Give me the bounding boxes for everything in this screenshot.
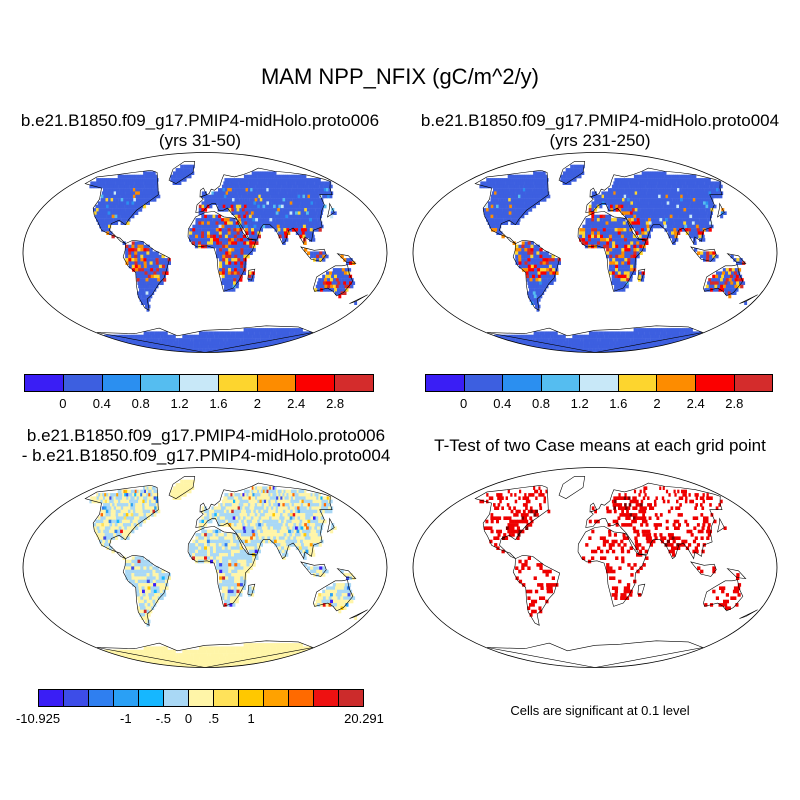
map-coastlines	[474, 476, 758, 668]
colorbar-cell	[335, 375, 374, 391]
colorbar-tick-label: 0.4	[92, 396, 111, 411]
panel1-title-line2: (yrs 31-50)	[158, 131, 242, 150]
map-border	[412, 467, 778, 668]
map-land-cells	[89, 164, 358, 353]
panel1-title-line1: b.e21.B1850.f09_g17.PMIP4-midHolo.proto0…	[20, 111, 380, 130]
colorbar-cell	[63, 375, 103, 391]
colorbar-tick-label: 2	[653, 396, 661, 411]
colorbar-tick-label: 0	[460, 396, 468, 411]
panel2-title-line2: (yrs 231-250)	[549, 131, 651, 150]
difference-colorbar	[38, 689, 364, 707]
colorbar-tick-label: 2.8	[326, 396, 345, 411]
colorbar-cell	[164, 690, 189, 706]
case2-map	[412, 152, 778, 353]
colorbar-cell	[264, 690, 289, 706]
map-land-cells	[479, 486, 742, 617]
colorbar-cell	[64, 690, 89, 706]
colorbar-cell	[39, 690, 64, 706]
panel4-title-line1: T-Test of two Case means at each grid po…	[434, 436, 766, 455]
colorbar-cell	[218, 375, 258, 391]
ttest-significance-map	[412, 467, 778, 668]
map-coastlines	[84, 161, 368, 353]
map-border	[412, 152, 778, 353]
panel4-title: T-Test of two Case means at each grid po…	[400, 436, 800, 456]
colorbar-cell	[503, 375, 542, 391]
colorbar-cell	[89, 690, 114, 706]
case1-map	[22, 152, 388, 353]
difference-map	[22, 467, 388, 668]
colorbar-cell	[214, 690, 239, 706]
colorbar-cell	[580, 375, 619, 391]
map-ocean	[23, 467, 387, 668]
colorbar-cell	[102, 375, 142, 391]
map-border	[22, 152, 388, 353]
panel1-title: b.e21.B1850.f09_g17.PMIP4-midHolo.proto0…	[0, 111, 400, 151]
colorbar-tick-label: 1.2	[170, 396, 189, 411]
colorbar-cell	[139, 690, 164, 706]
colorbar-cell	[426, 375, 465, 391]
map-coastlines	[474, 161, 758, 353]
colorbar-cell	[257, 375, 297, 391]
colorbar-cell	[180, 375, 219, 391]
case1-colorbar	[24, 374, 374, 392]
colorbar-tick-label: 1	[247, 711, 255, 726]
colorbar-tick-label: 1.6	[609, 396, 628, 411]
map-ocean	[23, 152, 387, 353]
map-land-cells	[479, 164, 748, 353]
colorbar-tick-label: 2.8	[725, 396, 744, 411]
colorbar-tick-label: 0	[59, 396, 67, 411]
colorbar-cell	[114, 690, 139, 706]
colorbar-tick-label: 1.6	[209, 396, 228, 411]
case2-colorbar	[425, 374, 773, 392]
colorbar-tick-label: 2.4	[686, 396, 705, 411]
panel2-title: b.e21.B1850.f09_g17.PMIP4-midHolo.proto0…	[400, 111, 800, 151]
figure-title: MAM NPP_NFIX (gC/m^2/y)	[260, 64, 540, 89]
colorbar-tick-label: 0	[184, 711, 193, 726]
colorbar-cell	[464, 375, 504, 391]
colorbar-tick-label: 2	[253, 396, 261, 411]
colorbar-tick-label: 1.2	[570, 396, 589, 411]
panel2-title-line1: b.e21.B1850.f09_g17.PMIP4-midHolo.proto0…	[420, 111, 780, 130]
colorbar-cell	[296, 375, 336, 391]
colorbar-cell	[695, 375, 735, 391]
colorbar-cell	[734, 375, 773, 391]
colorbar-cell	[314, 690, 339, 706]
colorbar-cell	[25, 375, 64, 391]
map-ocean	[413, 152, 777, 353]
colorbar-tick-label: 0.8	[531, 396, 551, 411]
colorbar-tick-label: 2.4	[287, 396, 306, 411]
colorbar-cell	[541, 375, 581, 391]
map-ocean	[413, 467, 777, 668]
significance-note: Cells are significant at 0.1 level	[510, 703, 690, 718]
colorbar-tick-label: -10.925	[15, 711, 61, 726]
colorbar-cell	[339, 690, 363, 706]
colorbar-tick-label: -.5	[155, 711, 171, 726]
colorbar-cell	[141, 375, 181, 391]
colorbar-tick-label: 0.8	[131, 396, 150, 411]
panel3-title-line2: - b.e21.B1850.f09_g17.PMIP4-midHolo.prot…	[21, 446, 391, 465]
map-coastlines	[84, 476, 368, 668]
colorbar-cell	[289, 690, 314, 706]
colorbar-tick-label: 20.291	[344, 711, 384, 726]
colorbar-tick-label: .5	[208, 711, 219, 726]
map-border	[22, 467, 388, 668]
colorbar-cell	[239, 690, 264, 706]
colorbar-cell	[618, 375, 658, 391]
map-land-cells	[89, 479, 358, 668]
colorbar-tick-label: 0.4	[493, 396, 512, 411]
colorbar-cell	[189, 690, 214, 706]
colorbar-cell	[657, 375, 696, 391]
panel3-title: b.e21.B1850.f09_g17.PMIP4-midHolo.proto0…	[0, 426, 412, 466]
panel3-title-line1: b.e21.B1850.f09_g17.PMIP4-midHolo.proto0…	[26, 426, 386, 445]
colorbar-tick-label: -1	[119, 711, 132, 726]
